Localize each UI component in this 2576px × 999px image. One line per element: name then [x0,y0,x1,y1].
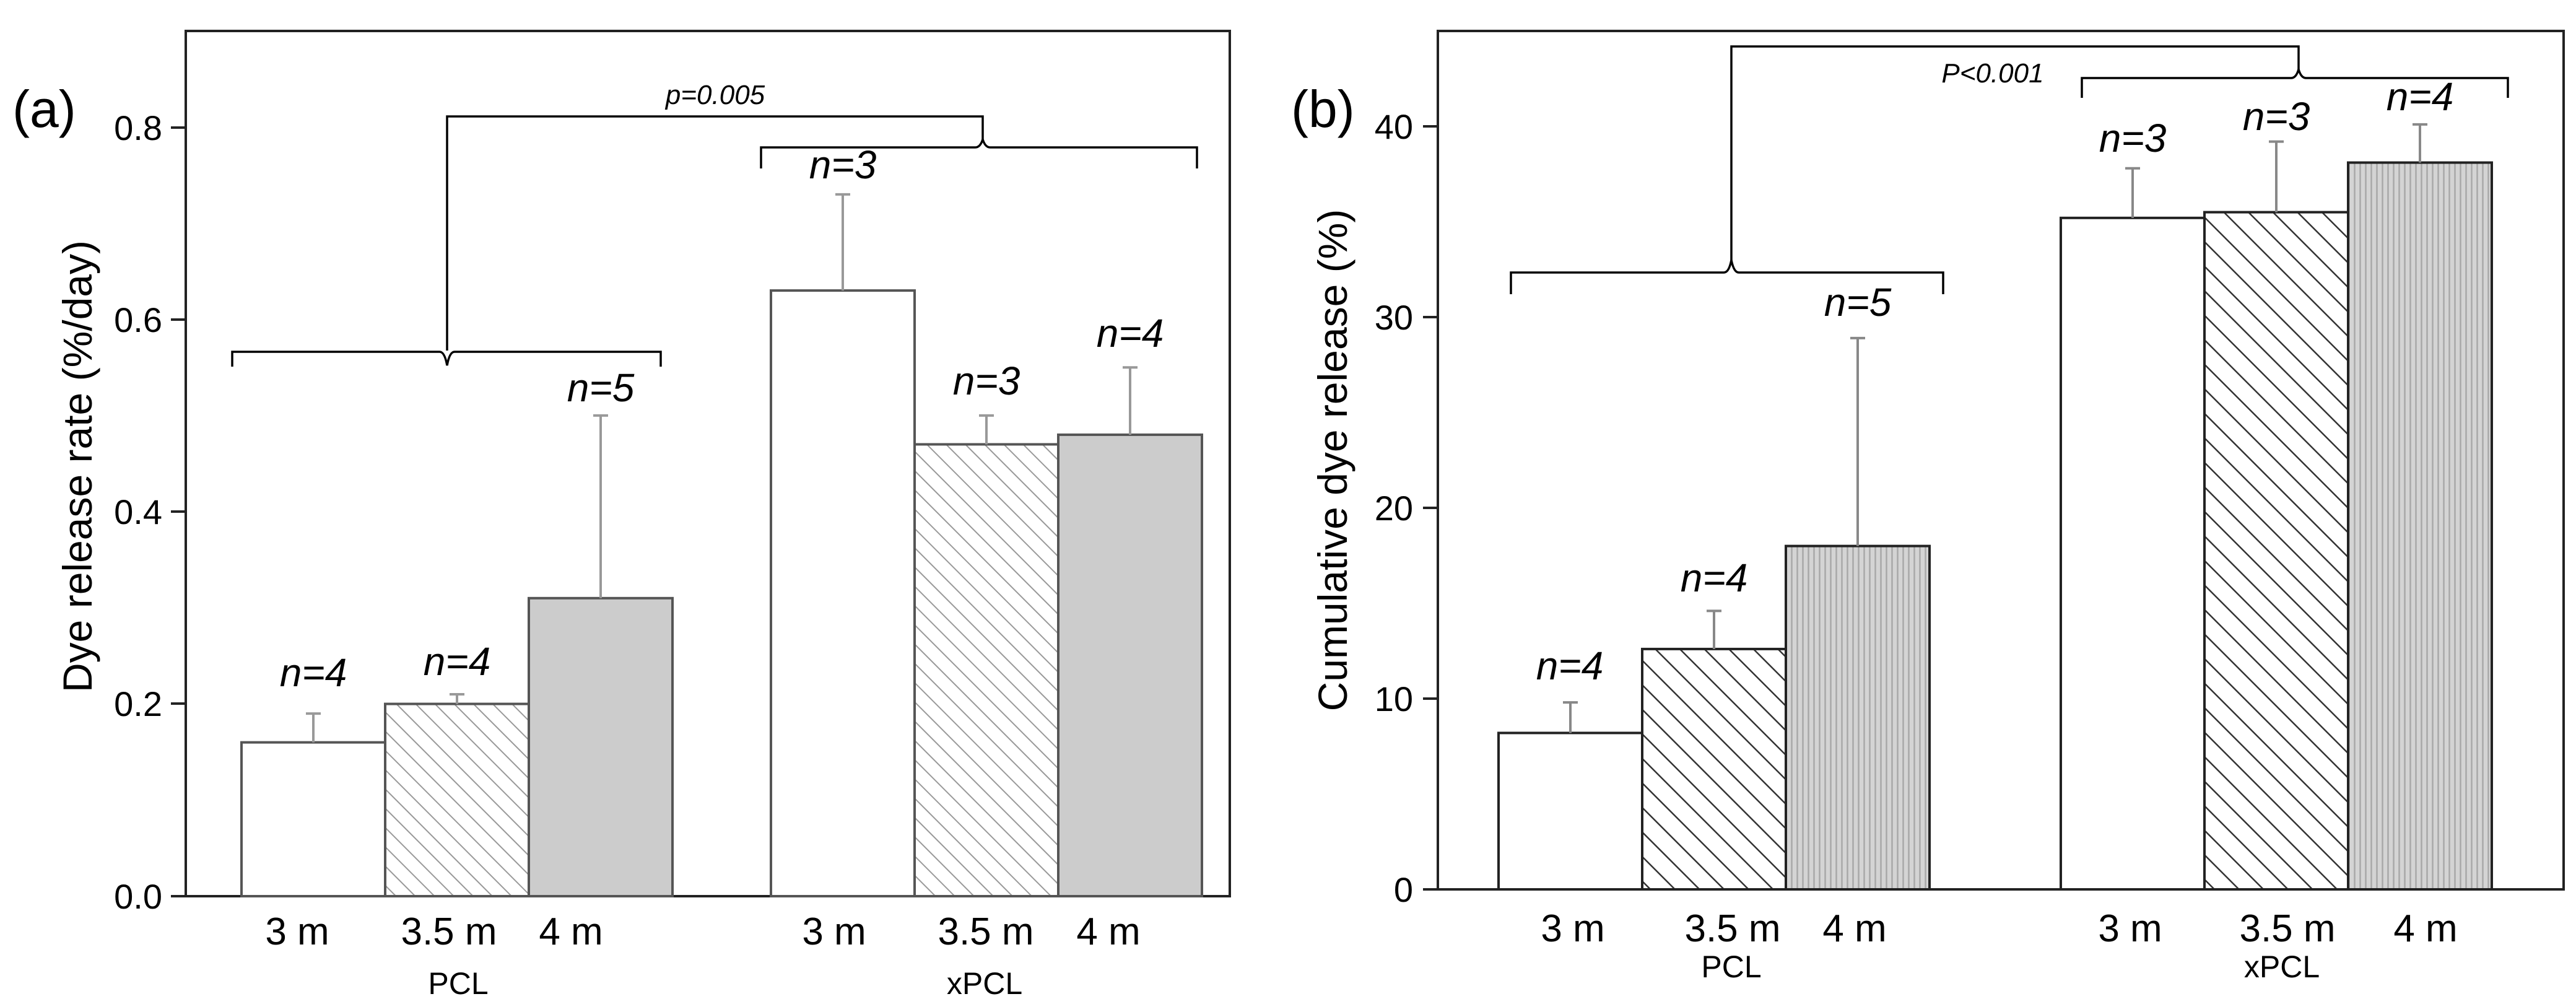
y-tick-label: 40 [1375,107,1413,146]
bar-xpcl-3-5m [2203,211,2349,891]
n-label: n=3 [2099,116,2167,160]
x-category-label: 3 m [1541,907,1604,950]
error-bar [835,193,850,291]
x-group-label: PCL [1701,949,1761,984]
x-category-label: 3 m [802,910,866,953]
panel-a-error-bars [306,193,1138,743]
panel-b-label: (b) [1291,80,1355,138]
x-category-label: 4 m [1076,910,1140,953]
y-tick-label: 20 [1375,489,1413,528]
x-category-label: 3.5 m [401,910,497,953]
error-bar [1707,609,1721,649]
bar-xpcl-4m [1057,433,1203,897]
y-tick-label: 0.0 [114,877,162,916]
bar-xpcl-3m [770,289,916,898]
error-bar [2125,167,2140,218]
error-bar [450,693,464,704]
error-bar [1123,366,1138,435]
error-bar [306,712,321,743]
bar-pcl-4m [528,596,674,897]
panel-a-bars [240,289,1203,898]
n-label: n=4 [1097,311,1164,356]
n-label: n=4 [280,650,347,695]
panel-b-x-labels: 3 m 3.5 m 4 m 3 m 3.5 m 4 m PCL xPCL [1541,907,2457,984]
y-tick-label: 0.4 [114,492,162,531]
bar-pcl-3m [240,741,386,897]
bar-pcl-3-5m [384,702,530,897]
y-tick-label: 0 [1394,870,1413,909]
n-label: n=5 [567,365,635,410]
p-value-label: P<0.001 [1941,58,2043,89]
panel-a-significance-brackets: p=0.005 [231,80,1198,367]
x-group-label: xPCL [947,966,1022,999]
bracket-pcl [231,351,662,367]
n-label: n=3 [2243,94,2310,139]
error-bar [593,414,608,598]
x-category-label: 4 m [1822,907,1886,950]
panel-a-y-ticks: 0.0 0.2 0.4 0.6 0.8 [114,108,186,916]
x-category-label: 4 m [2393,907,2457,950]
panel-a-n-labels: n=4 n=4 n=5 n=3 n=3 n=4 [280,142,1164,695]
x-category-label: 4 m [539,910,603,953]
x-category-label: 3 m [265,910,329,953]
x-category-label: 3 m [2098,907,2162,950]
panel-b-bars [1497,161,2493,891]
x-category-label: 3.5 m [1684,907,1780,950]
bracket-comparison [446,115,984,351]
panel-b-n-labels: n=4 n=4 n=5 n=3 n=3 n=4 [1536,74,2454,688]
panel-a-x-labels: 3 m 3.5 m 4 m 3 m 3.5 m 4 m PCL xPCL [265,910,1140,999]
n-label: n=4 [1536,643,1604,688]
y-tick-label: 0.8 [114,108,162,147]
panel-b-y-axis-title: Cumulative dye release (%) [1310,209,1355,712]
bar-pcl-3-5m [1641,647,1787,891]
n-label: n=4 [1681,556,1748,600]
bracket-comparison [1730,45,2300,260]
y-tick-label: 10 [1375,679,1413,718]
bar-xpcl-3m [2060,216,2206,891]
bar-xpcl-4m [2347,161,2493,891]
error-bar [979,414,994,445]
error-bar [1563,701,1578,733]
n-label: n=3 [809,142,877,187]
n-label: n=4 [2387,74,2454,119]
n-label: n=4 [424,639,491,684]
y-tick-label: 0.6 [114,300,162,339]
panel-a: (a) Dye release rate (%/day) 0.0 0.2 0.4… [12,30,1231,999]
panel-b-y-ticks: 0 10 20 30 40 [1375,107,1438,909]
panel-a-y-axis-title: Dye release rate (%/day) [54,240,100,692]
error-bar [1850,336,1865,546]
error-bar [2269,140,2284,212]
y-tick-label: 0.2 [114,684,162,723]
x-group-label: PCL [428,966,488,999]
panel-b-significance-brackets: P<0.001 [1510,45,2509,294]
x-group-label: xPCL [2244,949,2320,984]
y-tick-label: 30 [1375,298,1413,337]
panel-b-error-bars [1563,123,2427,733]
bar-pcl-3m [1497,731,1643,891]
panel-b: (b) Cumulative dye release (%) 0 10 20 3… [1291,30,2565,984]
n-label: n=5 [1824,280,1892,325]
p-value-label: p=0.005 [664,80,765,110]
panel-a-plot-frame [185,30,1231,897]
x-category-label: 3.5 m [938,910,1033,953]
bar-xpcl-3-5m [913,443,1060,897]
bar-pcl-4m [1785,544,1931,891]
panel-a-label: (a) [12,80,76,138]
error-bar [2413,123,2427,163]
panel-b-plot-frame [1437,30,2565,891]
n-label: n=3 [953,359,1020,403]
x-category-label: 3.5 m [2239,907,2335,950]
